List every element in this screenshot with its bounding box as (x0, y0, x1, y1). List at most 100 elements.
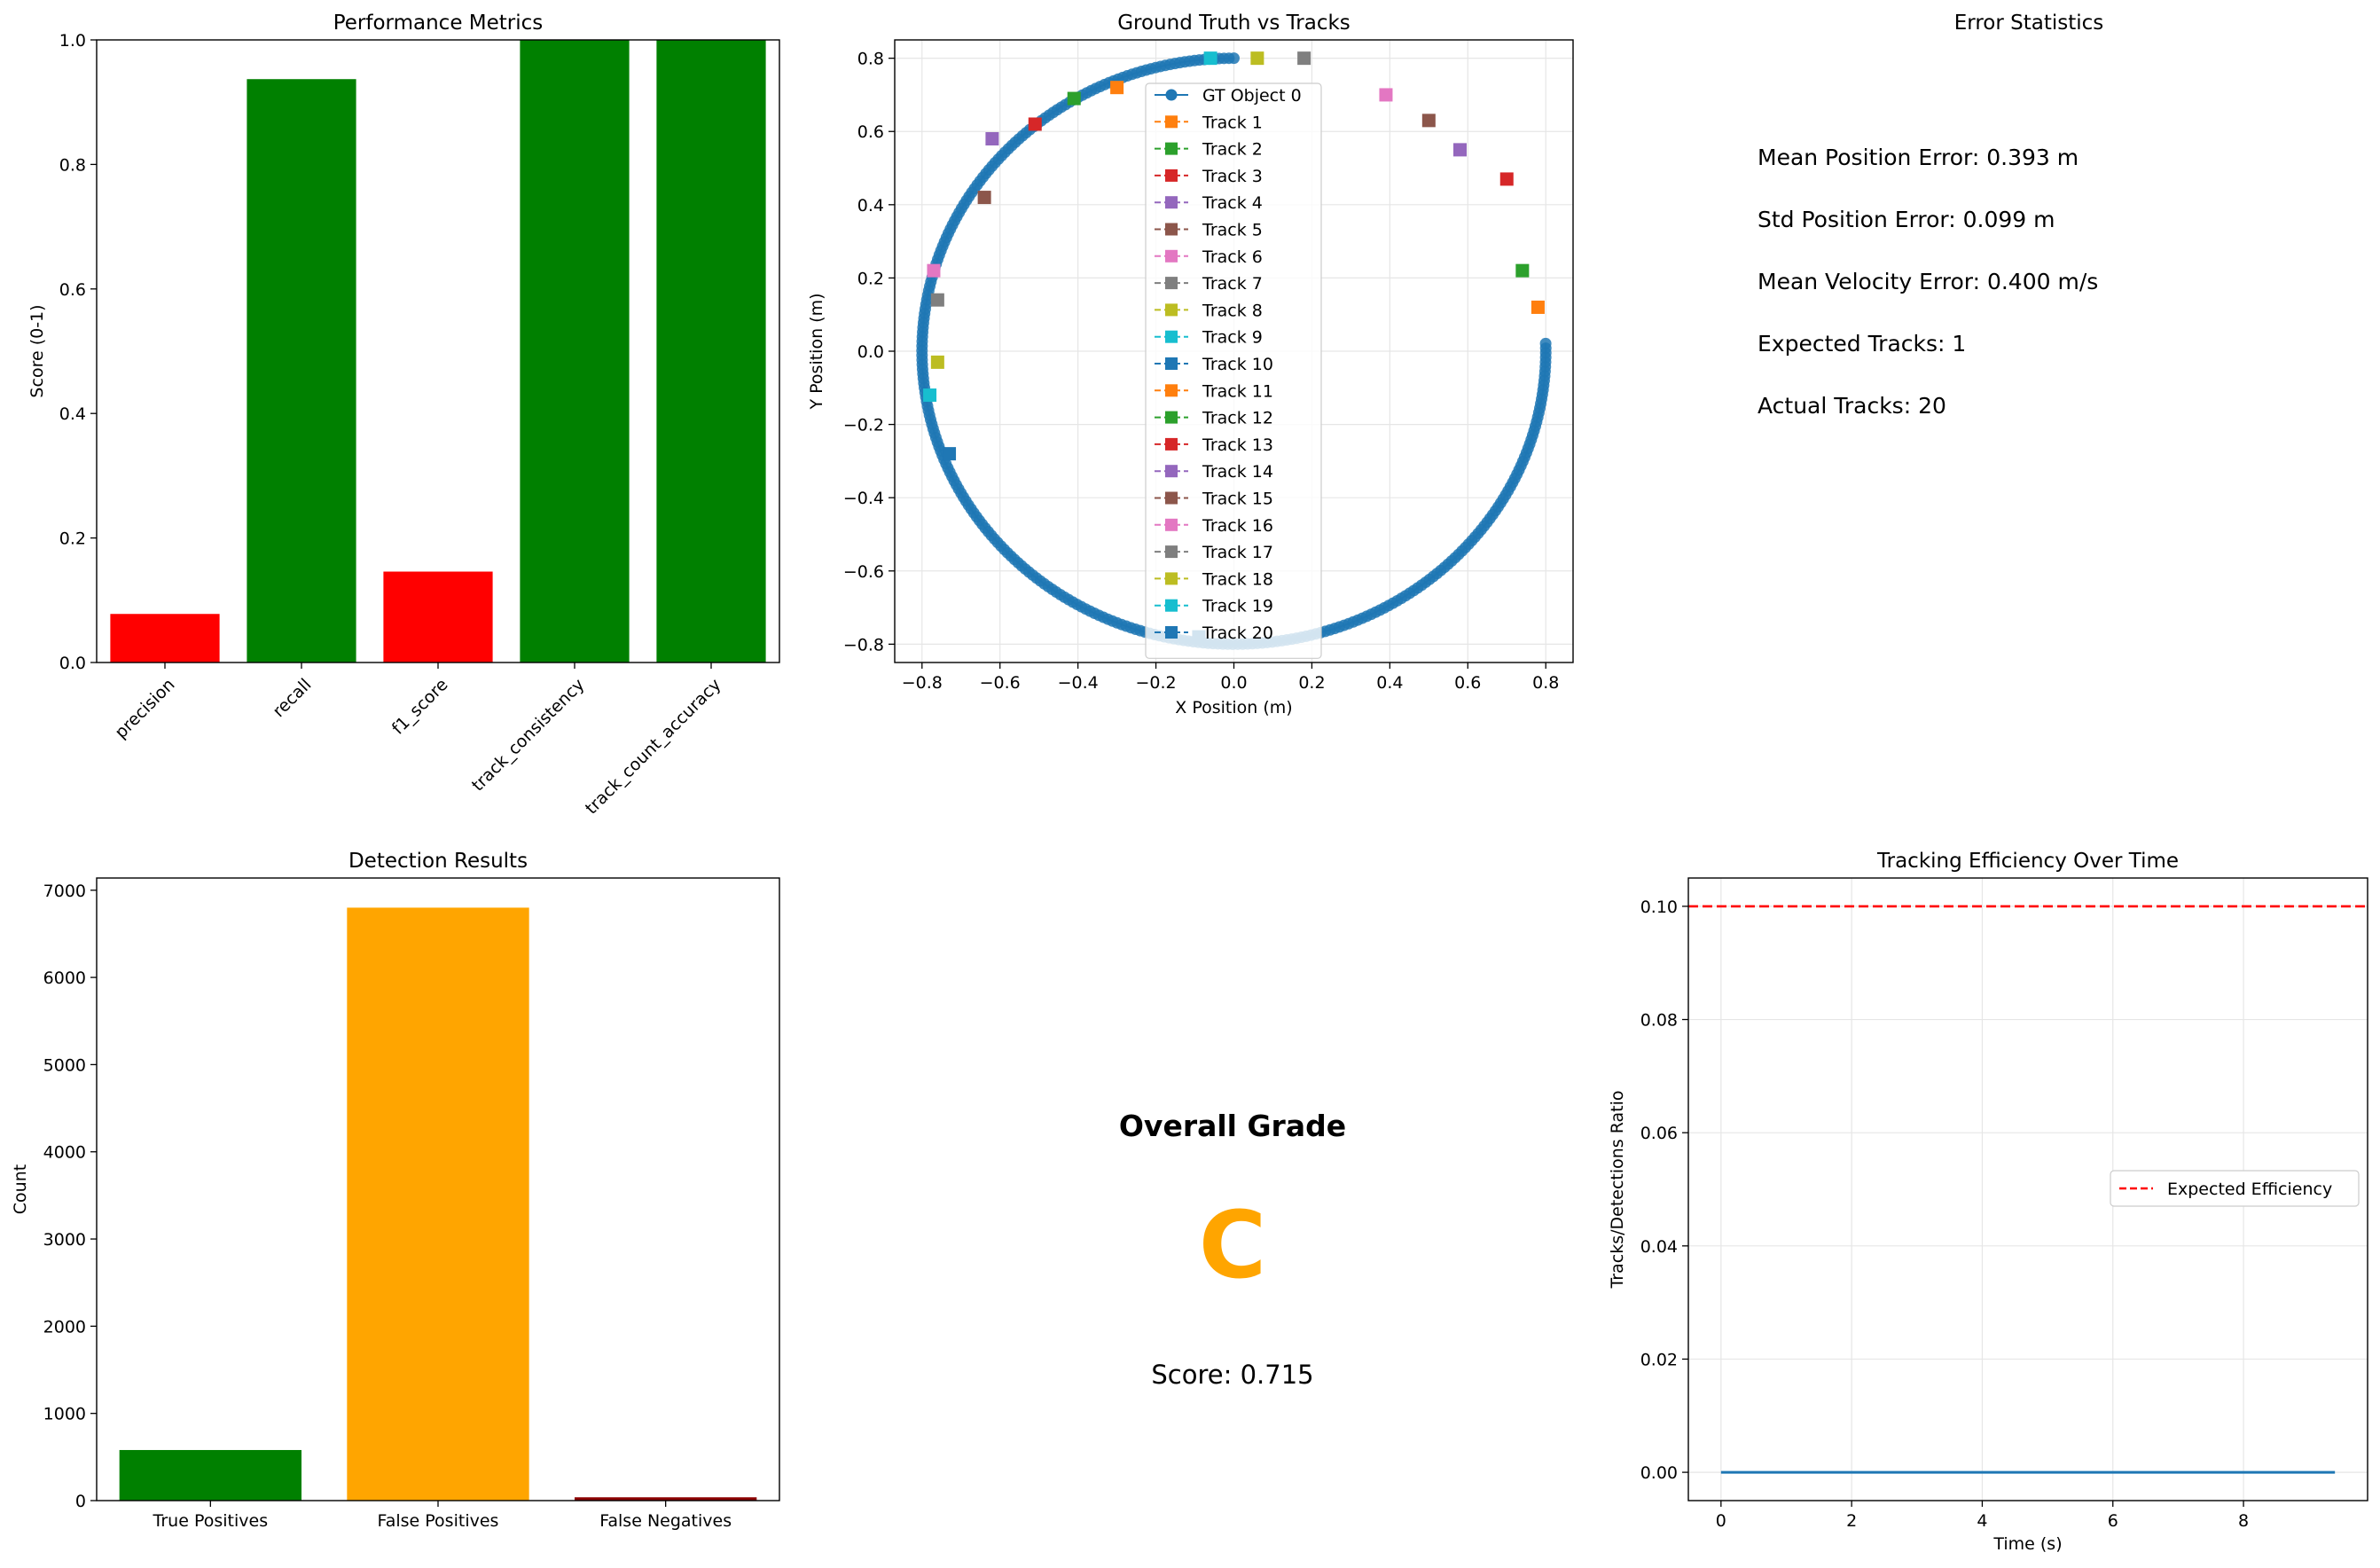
legend-marker (1165, 545, 1178, 559)
legend-box (1145, 82, 1322, 659)
y-tick-label: 0.10 (1640, 898, 1678, 917)
y-tick-label: 6000 (43, 968, 86, 988)
error-stat-line: Expected Tracks: 1 (1758, 331, 1966, 357)
legend-marker (1165, 411, 1178, 424)
legend-marker (1165, 249, 1178, 263)
legend-marker (1165, 572, 1178, 585)
track-marker (930, 293, 944, 307)
y-tick-label: 0.6 (857, 122, 884, 142)
track-marker (1531, 300, 1545, 314)
x-tick-label: 4 (1977, 1511, 1987, 1531)
x-tick-label: 6 (2108, 1511, 2118, 1531)
y-tick-label: 2000 (43, 1317, 86, 1337)
gt-point (1539, 337, 1552, 349)
chart-title: Performance Metrics (333, 12, 544, 35)
legend-marker (1165, 303, 1178, 317)
y-tick-label: 1.0 (59, 31, 86, 51)
bar-track_count_accuracy (656, 40, 766, 662)
x-axis-label: Time (s) (1992, 1534, 2062, 1554)
x-tick-label: False Positives (378, 1511, 499, 1531)
legend-label: Track 11 (1202, 381, 1273, 401)
error-stat-line: Mean Velocity Error: 0.400 m/s (1758, 269, 2098, 294)
legend-marker (1165, 169, 1178, 182)
y-tick-label: 0.8 (59, 155, 86, 175)
track-marker (985, 131, 999, 145)
chart-title: Detection Results (348, 850, 528, 873)
legend-label: Track 19 (1202, 597, 1273, 616)
legend-label: Track 1 (1202, 113, 1263, 132)
y-tick-label: −0.8 (843, 635, 884, 655)
track-marker (927, 263, 941, 278)
legend-label: GT Object 0 (1202, 86, 1302, 106)
bar-false-negatives (575, 1497, 757, 1501)
y-tick-label: 0.4 (857, 196, 884, 216)
y-tick-label: 0.8 (857, 50, 884, 69)
track-marker (1297, 51, 1311, 66)
legend-marker (1165, 465, 1178, 478)
legend-marker (1165, 491, 1178, 505)
track-marker (943, 447, 957, 461)
axes-frame (96, 877, 780, 1501)
y-axis-label: Count (11, 1164, 30, 1214)
y-axis-label: Score (0-1) (27, 304, 47, 397)
y-tick-label: −0.4 (843, 489, 884, 508)
legend-marker (1165, 599, 1178, 612)
legend-label: Track 5 (1202, 221, 1263, 240)
x-tick-label: −0.2 (1135, 673, 1176, 693)
x-tick-label: −0.6 (980, 673, 1021, 693)
track-marker (1379, 88, 1393, 102)
x-tick-label: 0.2 (1298, 673, 1325, 693)
legend-marker (1165, 330, 1178, 343)
x-tick-label: track_count_accuracy (582, 675, 725, 819)
track-marker (923, 388, 937, 403)
legend-label: Track 4 (1202, 193, 1263, 213)
bar-precision (110, 614, 220, 662)
y-tick-label: 0.4 (59, 404, 86, 424)
x-tick-label: 0.4 (1376, 673, 1403, 693)
legend-marker (1165, 357, 1178, 370)
track-marker (1203, 51, 1217, 66)
legend-marker (1165, 89, 1178, 101)
bar-track_consistency (520, 40, 630, 662)
ground-truth-vs-tracks-panel: Ground Truth vs Tracks −0.8 −0.6 −0.4 −0.2 0.… (807, 12, 1574, 717)
performance-metrics-panel: Performance Metrics precision recall f1_sco… (27, 12, 780, 819)
y-tick-label: 0.2 (857, 269, 884, 288)
x-tick-label: 0.0 (1220, 673, 1247, 693)
x-tick-label: 0.8 (1532, 673, 1559, 693)
legend-label: Expected Efficiency (2167, 1180, 2332, 1199)
x-tick-label: track_consistency (468, 675, 589, 796)
chart-title: Tracking Efficiency Over Time (1876, 850, 2179, 873)
y-axis-label: Y Position (m) (807, 294, 826, 411)
detection-results-panel: Detection Results True Positives False Pos… (11, 850, 780, 1531)
x-axis-label: X Position (m) (1175, 698, 1292, 717)
track-marker (977, 191, 991, 205)
legend-marker (1165, 277, 1178, 290)
track-marker (1110, 81, 1124, 95)
x-tick-label: 0 (1716, 1511, 1726, 1531)
overall-grade-panel: Overall Grade C Score: 0.715 (1119, 1109, 1346, 1390)
legend-label: Track 12 (1202, 409, 1273, 428)
y-tick-label: 0 (75, 1492, 86, 1511)
x-tick-label: 8 (2238, 1511, 2249, 1531)
legend-label: Track 6 (1202, 247, 1263, 267)
y-tick-label: 0.08 (1640, 1011, 1678, 1031)
y-tick-label: 3000 (43, 1230, 86, 1250)
legend-label: Track 7 (1202, 274, 1263, 294)
grade-letter: C (1199, 1191, 1266, 1299)
bar-false-positives (347, 907, 529, 1501)
x-tick-label: 2 (1846, 1511, 1857, 1531)
y-tick-label: 0.04 (1640, 1237, 1678, 1257)
legend-marker (1165, 626, 1178, 639)
y-tick-label: 1000 (43, 1405, 86, 1424)
error-stat-line: Actual Tracks: 20 (1758, 393, 1946, 419)
track-marker (930, 355, 944, 369)
x-tick-label: False Negatives (599, 1511, 732, 1531)
y-tick-label: 0.06 (1640, 1124, 1678, 1143)
legend-label: Track 16 (1202, 516, 1273, 536)
legend-marker (1165, 142, 1178, 155)
error-stat-line: Std Position Error: 0.099 m (1758, 207, 2055, 232)
x-tick-label: recall (269, 675, 315, 721)
tracking-efficiency-panel: Tracking Efficiency Over Time 0 2 4 6 8 0.00 0.… (1608, 850, 2368, 1554)
error-stat-line: Mean Position Error: 0.393 m (1758, 145, 2079, 170)
y-tick-label: 0.02 (1640, 1350, 1678, 1369)
